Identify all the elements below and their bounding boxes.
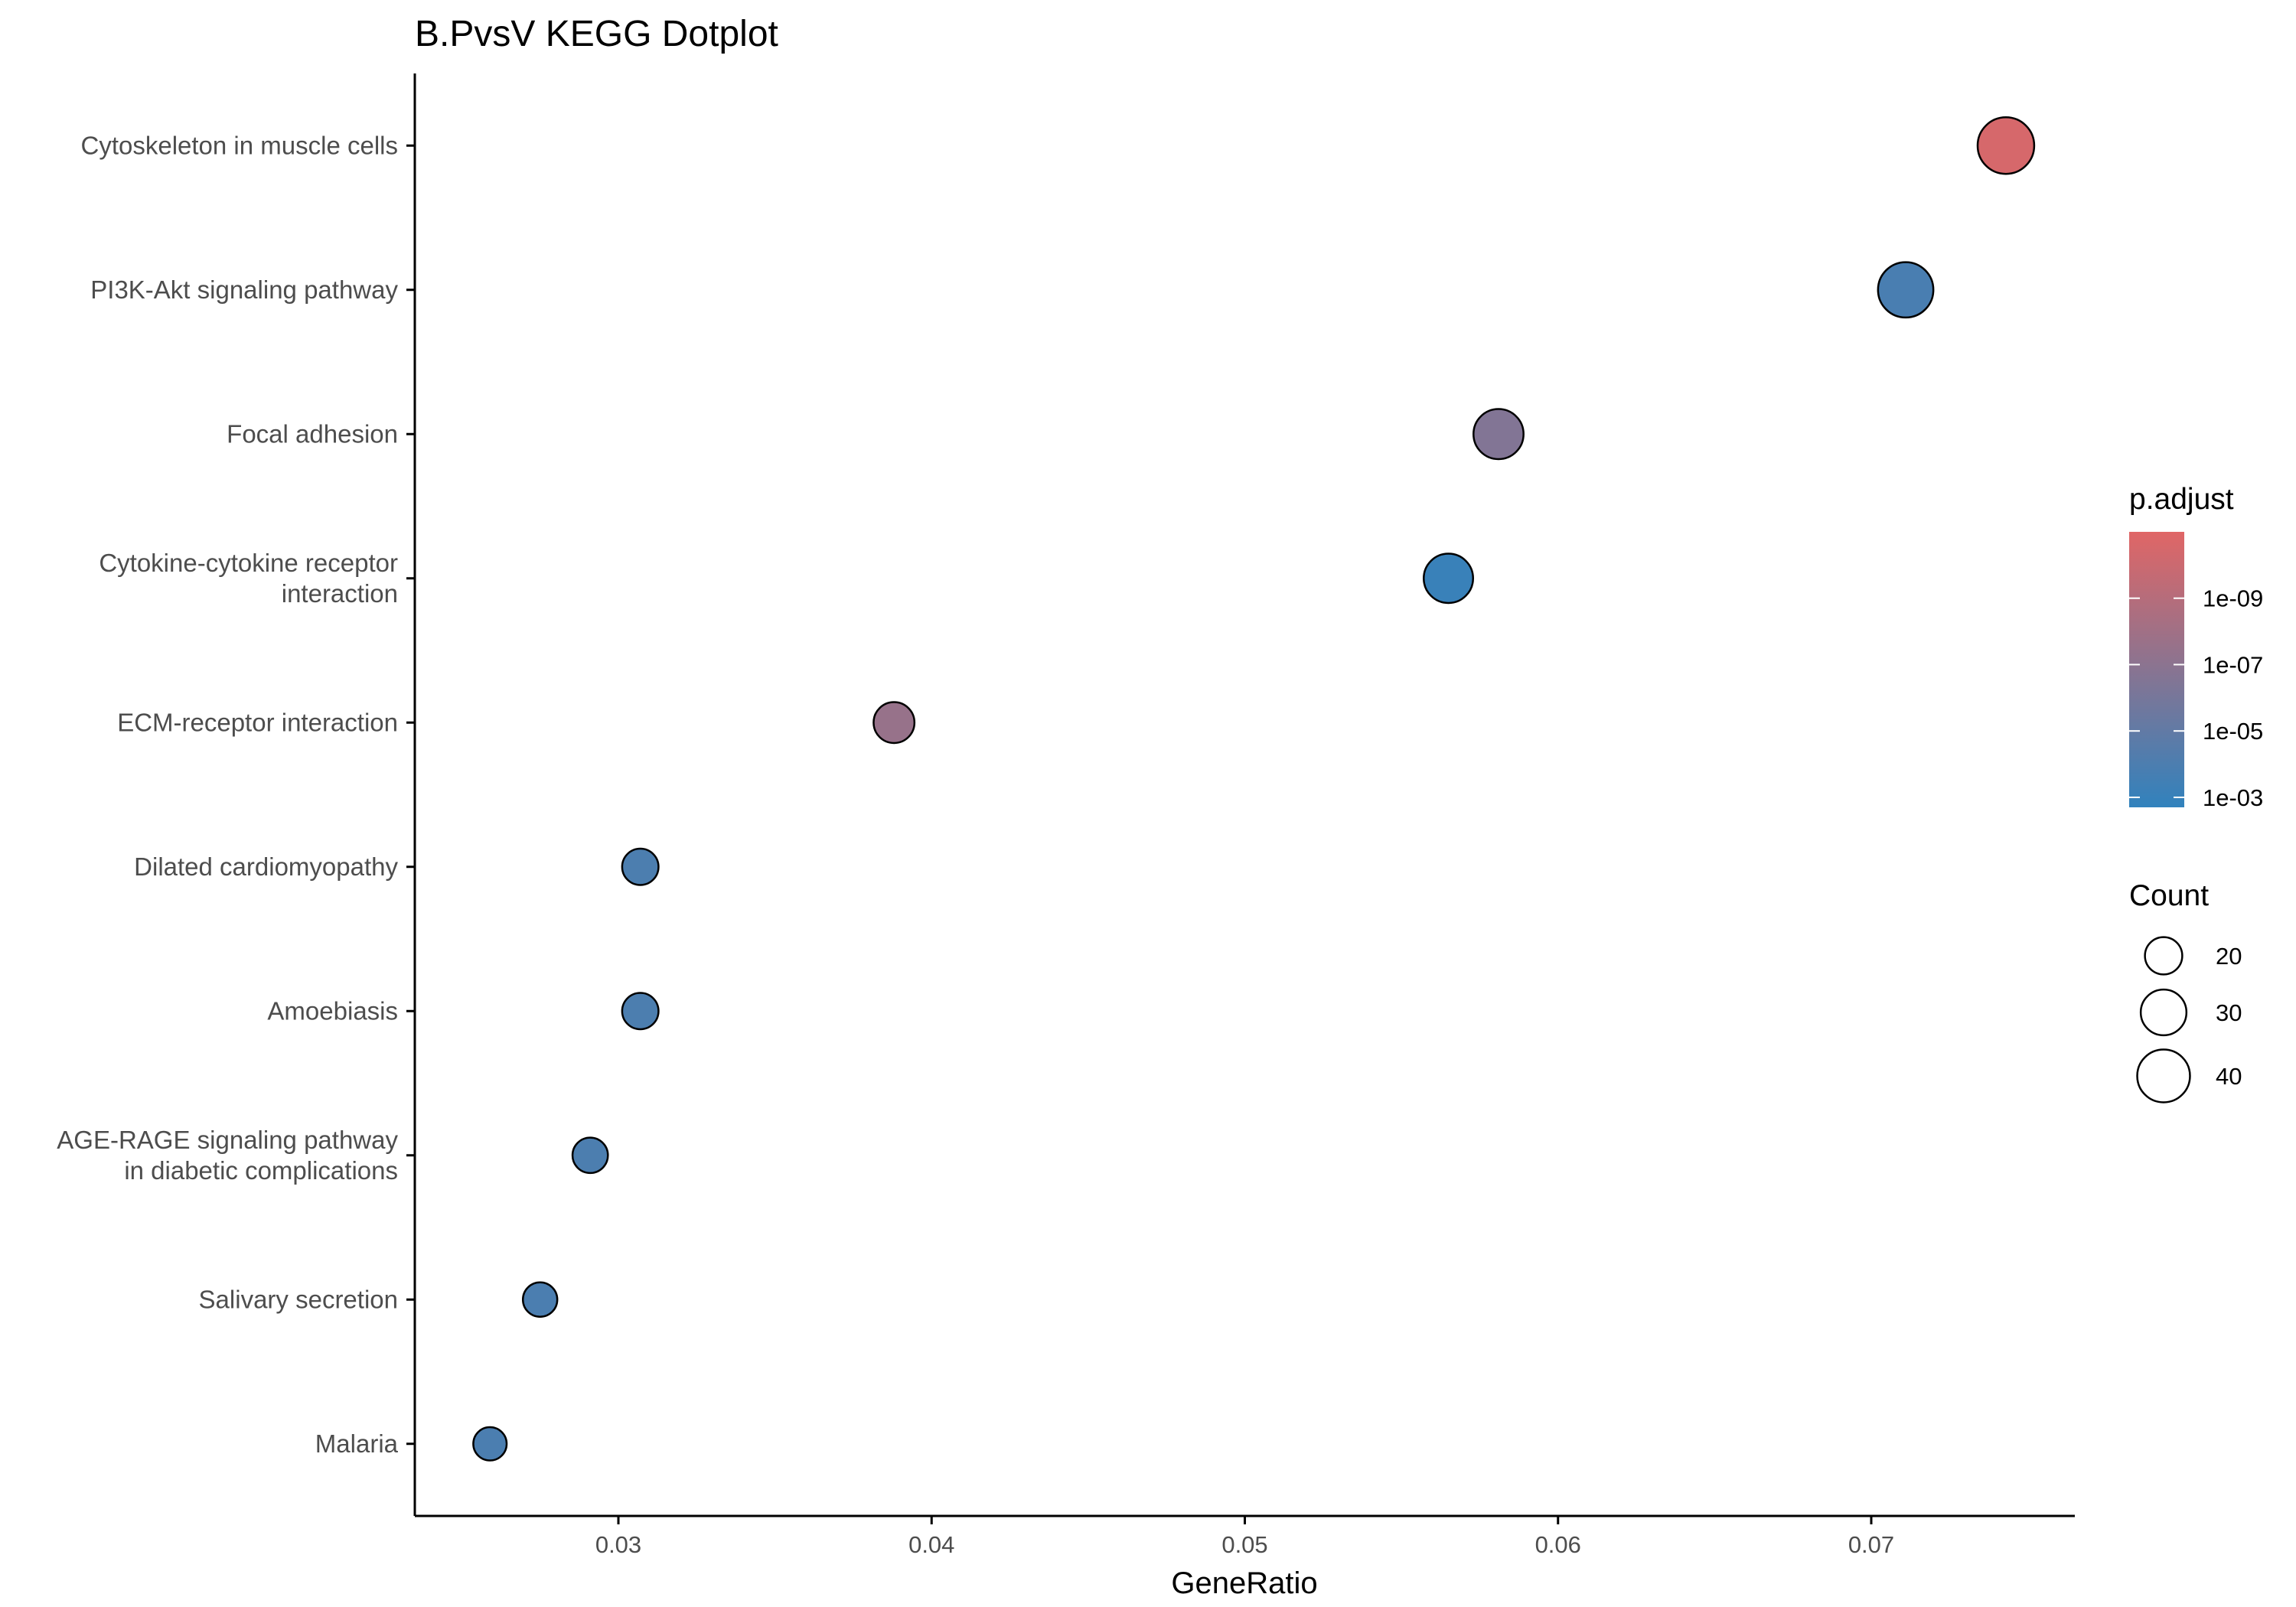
p-adjust-colorbar xyxy=(2129,532,2184,807)
y-tick-label: Malaria xyxy=(315,1429,399,1458)
data-point xyxy=(1423,553,1475,605)
p-adjust-legend: p.adjust 1e-09 1e-07 1e-05 1e-03 xyxy=(2129,483,2263,811)
data-point xyxy=(621,847,660,886)
y-axis-ticks: Cytoskeleton in muscle cells PI3K-Akt sig… xyxy=(57,131,415,1458)
x-axis-title: GeneRatio xyxy=(1171,1566,1317,1600)
data-point xyxy=(621,992,660,1031)
data-points xyxy=(472,116,2036,1462)
data-point xyxy=(1976,116,2036,175)
chart-title: B.PvsV KEGG Dotplot xyxy=(415,14,778,54)
count-legend-title: Count xyxy=(2129,879,2209,912)
count-legend-keys: 20 30 40 xyxy=(2136,936,2242,1103)
plot-area: Cytoskeleton in muscle cells PI3K-Akt sig… xyxy=(57,73,2075,1558)
y-tick-label: Focal adhesion xyxy=(227,419,398,448)
data-point xyxy=(571,1136,609,1175)
colorbar-tick-label: 1e-07 xyxy=(2203,651,2263,678)
p-adjust-ticks: 1e-09 1e-07 1e-05 1e-03 xyxy=(2129,585,2263,811)
count-legend-label: 40 xyxy=(2216,1063,2242,1090)
count-legend-circle xyxy=(2139,988,2188,1037)
data-point xyxy=(872,701,916,745)
x-tick-label: 0.04 xyxy=(908,1531,954,1558)
data-point xyxy=(472,1426,508,1462)
x-tick-label: 0.06 xyxy=(1535,1531,1581,1558)
x-axis-ticks: 0.03 0.04 0.05 0.06 0.07 xyxy=(595,1516,1894,1558)
y-tick-label: PI3K-Akt signaling pathway xyxy=(90,275,398,304)
x-tick-label: 0.07 xyxy=(1848,1531,1894,1558)
y-tick-label: Cytokine-cytokine receptor interaction xyxy=(99,549,398,608)
x-tick-label: 0.03 xyxy=(595,1531,641,1558)
y-tick-label: Amoebiasis xyxy=(267,996,398,1025)
y-tick-label: ECM-receptor interaction xyxy=(117,708,398,736)
p-adjust-legend-title: p.adjust xyxy=(2129,483,2234,516)
colorbar-tick-label: 1e-05 xyxy=(2203,718,2263,745)
count-legend-label: 30 xyxy=(2216,999,2242,1026)
data-point xyxy=(1473,408,1525,461)
y-tick-label: Dilated cardiomyopathy xyxy=(134,852,398,881)
y-tick-label: Cytoskeleton in muscle cells xyxy=(81,131,399,159)
count-legend-circle xyxy=(2144,936,2183,976)
data-point xyxy=(1877,261,1935,319)
y-tick-label: AGE-RAGE signaling pathway in diabetic co… xyxy=(57,1126,398,1185)
colorbar-tick-label: 1e-09 xyxy=(2203,585,2263,612)
y-tick-label: Salivary secretion xyxy=(199,1285,398,1313)
x-tick-label: 0.05 xyxy=(1221,1531,1267,1558)
count-legend-circle xyxy=(2136,1048,2191,1103)
data-point xyxy=(521,1281,559,1318)
count-legend-label: 20 xyxy=(2216,943,2242,970)
colorbar-tick-label: 1e-03 xyxy=(2203,784,2263,811)
count-legend: Count 20 30 40 xyxy=(2129,879,2242,1103)
